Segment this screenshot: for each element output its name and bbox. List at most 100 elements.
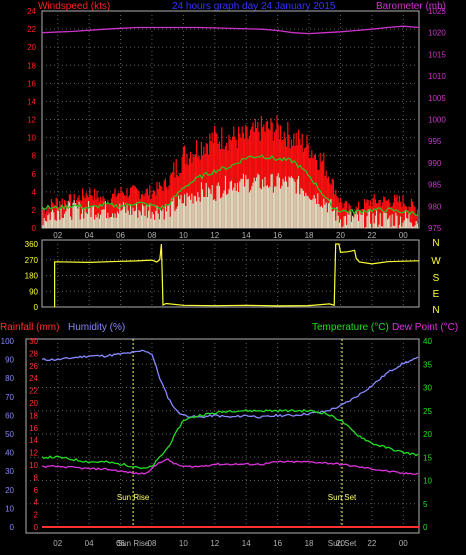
p2-compass-label: N <box>432 238 439 249</box>
p1-wind-tick-label: 2 <box>32 206 37 215</box>
p1-x-tick-label: 00 <box>399 231 408 240</box>
p1-x-tick-label: 16 <box>273 231 282 240</box>
p3-humidity-tick-label: 100 <box>1 337 15 346</box>
p1-baro-tick-label: 995 <box>428 137 442 146</box>
p1-x-tick-label: 08 <box>148 231 157 240</box>
p3-rain-tick-label: 20 <box>29 399 38 408</box>
p1-x-tick-label: 10 <box>179 231 188 240</box>
p3-x-tick-label: 14 <box>242 539 251 548</box>
p3-rain-tick-label: 14 <box>29 436 38 445</box>
panel2-frame <box>41 239 420 308</box>
rain-axis-title: Rainfall (mm) <box>0 322 59 333</box>
p3-rain-tick-label: 10 <box>29 461 38 470</box>
p2-direction-tick-label: 270 <box>25 256 39 265</box>
p3-x-tick-label: 08 <box>148 539 157 548</box>
wind-axis-title: Windspeed (kts) <box>38 1 110 12</box>
p1-baro-tick-label: 985 <box>428 181 442 190</box>
p1-baro-tick-label: 1020 <box>428 29 446 38</box>
p3-rain-tick-label: 30 <box>29 337 38 346</box>
panel3-frame <box>25 338 420 534</box>
barometer-line <box>41 25 420 35</box>
temperature-axis-title: Temperature (°C) <box>312 322 389 333</box>
p3-humidity-tick-label: 70 <box>5 393 14 402</box>
p3-humidity-tick-label: 80 <box>5 374 14 383</box>
p3-humidity-tick-label: 90 <box>5 356 14 365</box>
p1-baro-tick-label: 1025 <box>428 7 446 16</box>
p3-rain-tick-label: 16 <box>29 424 38 433</box>
p2-compass-label: N <box>432 305 439 316</box>
p3-rain-tick-label: 4 <box>34 498 39 507</box>
p1-x-tick-label: 04 <box>85 231 94 240</box>
p1-x-tick-label: 06 <box>116 231 125 240</box>
wind-direction-line <box>53 243 420 307</box>
p3-x-tick-label: 12 <box>210 539 219 548</box>
p1-baro-tick-label: 1015 <box>428 50 446 59</box>
p3-temp-tick-label: 35 <box>423 360 432 369</box>
p3-temp-tick-label: 0 <box>423 523 428 532</box>
dewpoint-line <box>41 458 419 475</box>
p3-temp-tick-label: 10 <box>423 477 432 486</box>
p2-direction-tick-label: 180 <box>25 272 39 281</box>
p3-humidity-tick-label: 0 <box>10 523 15 532</box>
sun-event-axis-label: Sun Rise <box>117 539 150 548</box>
p1-x-tick-label: 12 <box>210 231 219 240</box>
p2-compass-label: S <box>433 273 440 284</box>
p3-temp-tick-label: 30 <box>423 384 432 393</box>
p1-x-tick-label: 22 <box>367 231 376 240</box>
p1-wind-tick-label: 22 <box>27 25 36 34</box>
p3-x-tick-label: 10 <box>179 539 188 548</box>
p3-humidity-tick-label: 30 <box>5 467 14 476</box>
chart-date-title: 24 hours graph day 24 January 2015 <box>172 1 336 12</box>
p3-humidity-tick-label: 60 <box>5 411 14 420</box>
p2-direction-tick-label: 360 <box>25 240 39 249</box>
p1-wind-tick-label: 14 <box>27 97 36 106</box>
p3-rain-tick-label: 2 <box>34 511 39 520</box>
sun-event-axis-label: Sun Set <box>328 539 357 548</box>
p1-wind-tick-label: 6 <box>32 170 37 179</box>
p3-temp-tick-label: 15 <box>423 453 432 462</box>
p1-x-tick-label: 02 <box>53 231 62 240</box>
p3-rain-tick-label: 0 <box>34 523 39 532</box>
p1-wind-tick-label: 12 <box>27 116 36 125</box>
p3-humidity-tick-label: 40 <box>5 449 14 458</box>
p3-humidity-tick-label: 10 <box>5 504 14 513</box>
p3-x-tick-label: 20 <box>336 539 345 548</box>
p2-compass-label: W <box>431 256 441 267</box>
p1-wind-tick-label: 10 <box>27 134 36 143</box>
p3-x-tick-label: 06 <box>116 539 125 548</box>
p1-baro-tick-label: 1005 <box>428 94 446 103</box>
p2-direction-tick-label: 0 <box>34 303 39 312</box>
p1-baro-tick-label: 1010 <box>428 72 446 81</box>
p3-rain-tick-label: 12 <box>29 449 38 458</box>
p3-rain-tick-label: 18 <box>29 411 38 420</box>
p2-compass-label: E <box>433 289 440 300</box>
p1-x-tick-label: 20 <box>336 231 345 240</box>
p1-wind-tick-label: 24 <box>27 7 36 16</box>
humidity-line <box>41 349 419 419</box>
p1-x-tick-label: 18 <box>305 231 314 240</box>
p3-humidity-tick-label: 50 <box>5 430 14 439</box>
chart-marks: 02 04 06 08 10 12 14 16 18 20 22 000246810121416182… <box>1 7 447 548</box>
p1-wind-tick-label: 0 <box>32 224 37 233</box>
temperature-line <box>41 408 419 469</box>
dewpoint-axis-title: Dew Point (°C) <box>392 322 458 333</box>
p1-x-tick-label: 14 <box>242 231 251 240</box>
p1-baro-tick-label: 975 <box>428 224 442 233</box>
p1-wind-tick-label: 20 <box>27 43 36 52</box>
p3-x-tick-label: 00 <box>399 539 408 548</box>
p3-rain-tick-label: 6 <box>34 486 39 495</box>
p3-temp-tick-label: 5 <box>423 500 428 509</box>
p3-humidity-tick-label: 20 <box>5 486 14 495</box>
p1-wind-tick-label: 4 <box>32 188 37 197</box>
p3-rain-tick-label: 28 <box>29 349 38 358</box>
p1-wind-tick-label: 16 <box>27 79 36 88</box>
p3-x-tick-label: 04 <box>85 539 94 548</box>
sun-event-label: Sun Rise <box>117 493 150 502</box>
p1-baro-tick-label: 1000 <box>428 116 446 125</box>
p3-x-tick-label: 02 <box>53 539 62 548</box>
p3-x-tick-label: 18 <box>305 539 314 548</box>
p3-temp-tick-label: 25 <box>423 407 432 416</box>
p3-rain-tick-label: 22 <box>29 387 38 396</box>
